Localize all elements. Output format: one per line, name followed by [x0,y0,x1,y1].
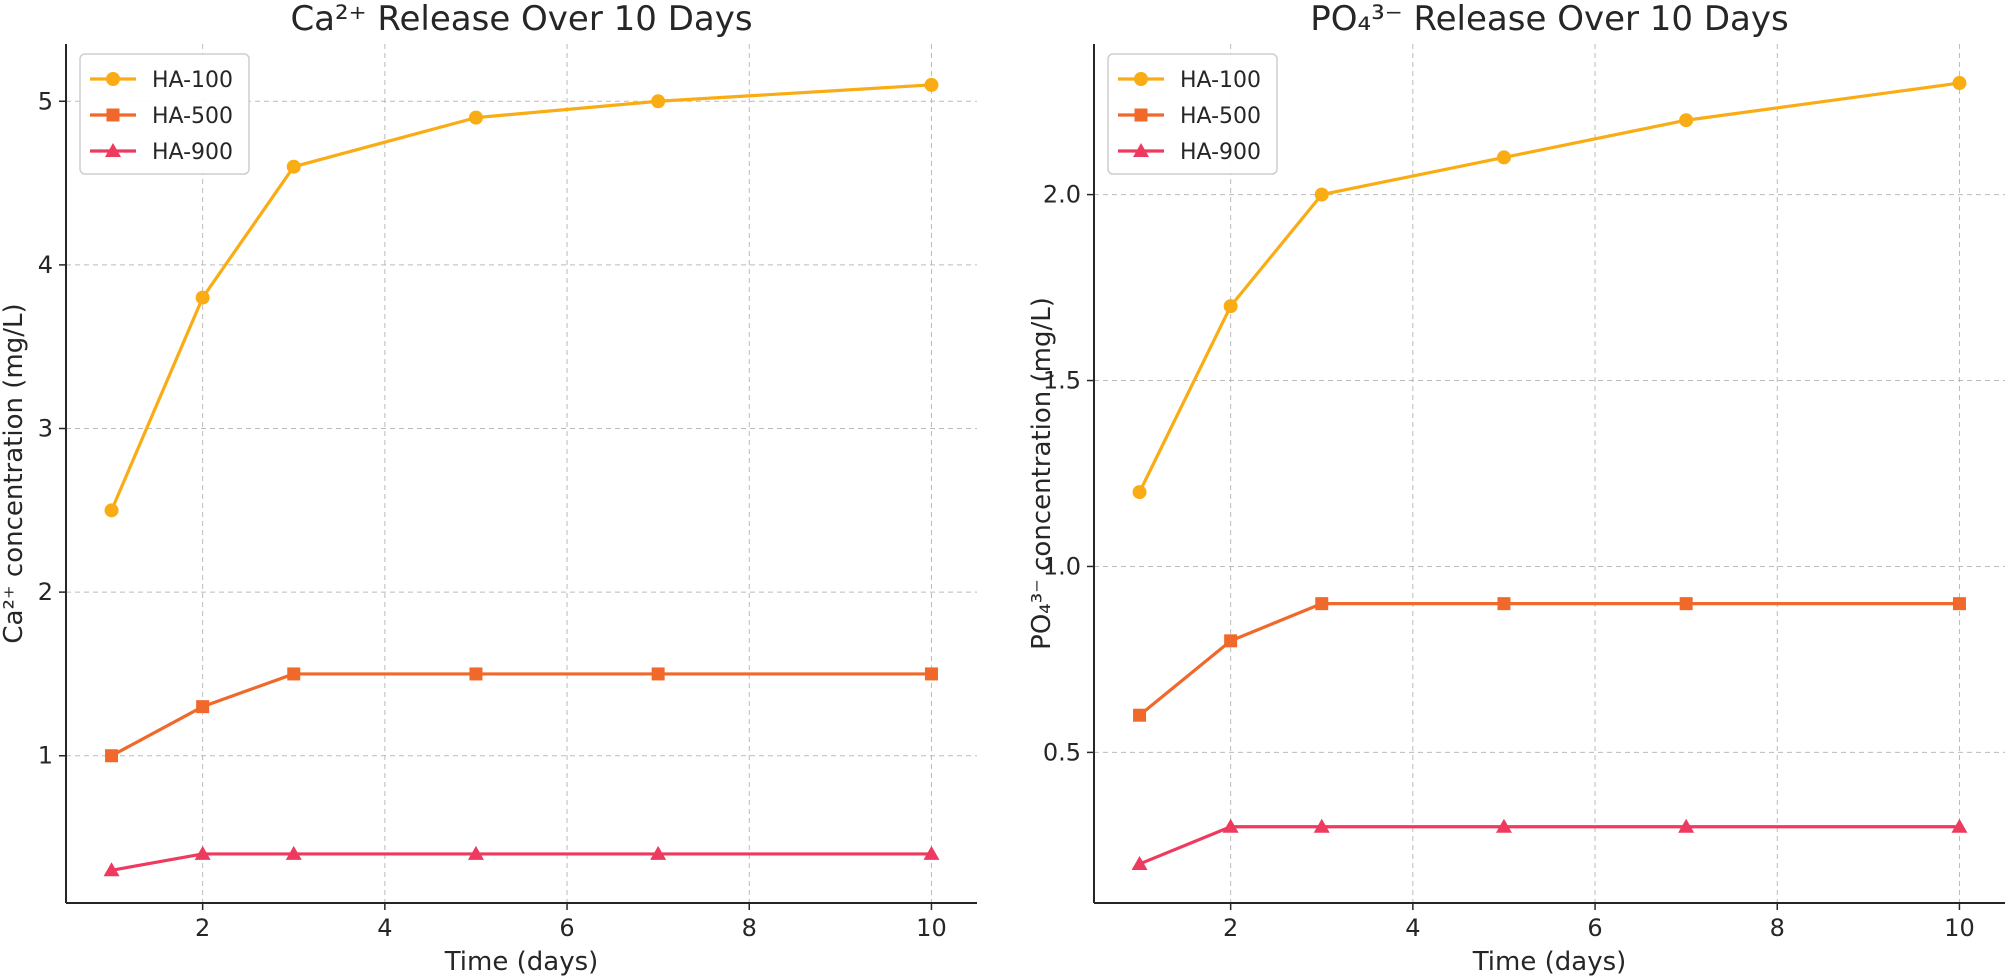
data-point [1678,818,1695,833]
data-point [1223,299,1238,314]
legend-label: HA-500 [152,104,233,129]
data-point [1952,76,1967,91]
data-point [924,667,938,681]
data-point [1132,485,1147,500]
legend-item: HA-100 [90,68,233,93]
data-point [469,667,483,681]
x-tick-label: 2 [195,914,210,942]
data-point [467,845,484,860]
legend-label: HA-100 [152,68,233,93]
data-point [1131,855,1148,870]
y-axis-label: Ca²⁺ concentration (mg/L) [0,303,29,643]
data-point [1313,818,1330,833]
series-line [110,672,932,758]
y-tick-label: 0.5 [1043,738,1081,766]
data-point [105,749,119,763]
y-tick-label: 1.0 [1043,552,1081,580]
chart-title: Ca²⁺ Release Over 10 Days [290,0,752,39]
legend-item: HA-500 [90,104,233,129]
data-point [285,845,302,860]
po4-release-chart: 2 4 6 8 10 0.5 1.0 1.5 2.0 PO₄³⁻ Release Over 10 … [1027,0,2005,977]
y-tick-label: 4 [38,251,53,279]
x-tick-label: 6 [1587,914,1602,942]
data-point [1496,150,1511,165]
chart-title: PO₄³⁻ Release Over 10 Days [1310,0,1788,39]
data-point [286,159,301,174]
legend-marker [106,108,120,122]
series-ha-900 [1131,818,1968,870]
x-tick-label: 10 [916,914,947,942]
data-point [650,845,667,860]
data-point [468,110,483,125]
legend: HA-100 HA-500 HA-900 [1107,53,1278,175]
legend-label: HA-100 [1180,68,1261,93]
series-line [1138,81,1960,493]
legend-box [1107,53,1278,175]
data-point [287,667,301,681]
legend: HA-100 HA-500 HA-900 [79,53,250,175]
y-tick-label: 1 [38,742,53,770]
series-line [1138,825,1960,866]
data-point [104,503,119,518]
y-tick-label: 5 [38,87,53,115]
y-tick-label: 3 [38,415,53,443]
data-point [1679,113,1694,128]
data-point [924,77,939,92]
data-point [1315,597,1329,611]
y-tick-label: 2.0 [1043,181,1081,209]
legend-label: HA-900 [152,140,233,165]
data-point [923,845,940,860]
x-axis-label: Time (days) [1472,947,1627,977]
x-tick-label: 8 [1770,914,1785,942]
x-tick-label: 10 [1944,914,1975,942]
x-axis-label: Time (days) [444,947,599,977]
data-point [1224,634,1238,648]
legend-marker [106,72,120,86]
legend-item: HA-900 [90,140,233,165]
data-point [195,290,210,305]
data-point [1497,597,1511,611]
series-ha-500 [1133,597,1966,722]
legend-item: HA-100 [1118,68,1261,93]
x-tick-label: 2 [1223,914,1238,942]
y-tick-label: 2 [38,578,53,606]
legend-label: HA-900 [1180,140,1261,165]
data-point [1952,597,1966,611]
legend-marker [105,143,121,157]
data-point [1314,187,1329,202]
data-point [194,845,211,860]
series-ha-900 [103,845,940,877]
series-line [110,83,932,511]
data-point [103,862,120,877]
y-tick-label: 1.5 [1043,367,1081,395]
data-point [1133,708,1147,722]
data-point [1951,818,1968,833]
data-point [1679,597,1693,611]
y-axis-label: PO₄³⁻ concentration (mg/L) [1027,297,1057,650]
data-point [651,667,665,681]
legend-box [79,53,250,175]
legend-marker [1134,72,1148,86]
legend-item: HA-900 [1118,140,1261,165]
data-point [651,94,666,109]
x-tick-label: 4 [377,914,392,942]
x-tick-label: 4 [1405,914,1420,942]
x-tick-label: 8 [742,914,757,942]
series-line [111,852,932,872]
legend-item: HA-500 [1118,104,1261,129]
legend-label: HA-500 [1180,104,1261,129]
legend-marker [1134,108,1148,122]
series-ha-100 [104,77,939,518]
data-point [1495,818,1512,833]
data-point [1222,818,1239,833]
x-tick-label: 6 [559,914,574,942]
series-line [1138,602,1960,717]
data-point [196,700,210,714]
legend-marker [1133,143,1149,157]
series-ha-500 [105,667,938,763]
series-ha-100 [1132,76,1967,500]
